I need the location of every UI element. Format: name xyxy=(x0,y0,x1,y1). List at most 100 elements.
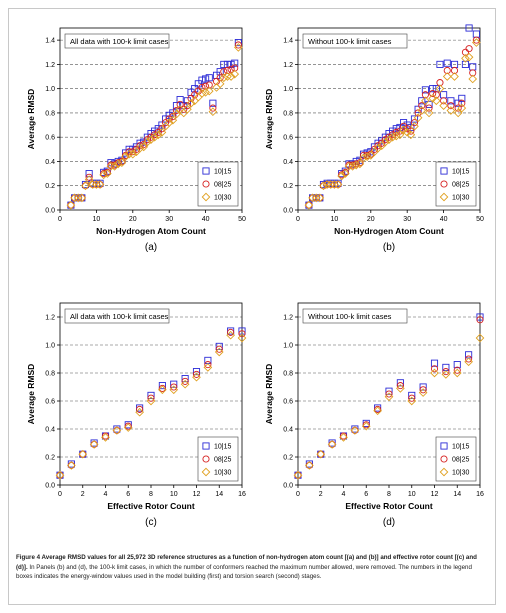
data-point xyxy=(351,426,359,434)
data-point xyxy=(198,76,206,84)
y-axis-title: Average RMSD xyxy=(264,364,274,425)
legend: 10|15 08|25 10|30 xyxy=(435,436,477,482)
data-point xyxy=(385,133,393,141)
data-point xyxy=(442,72,452,81)
data-point xyxy=(214,347,224,357)
x-tick-label: 50 xyxy=(476,216,484,223)
y-tick-label: 1.4 xyxy=(45,38,55,45)
data-point xyxy=(223,72,232,81)
data-point xyxy=(162,115,170,123)
y-tick-label: 0.6 xyxy=(45,135,55,142)
data-point xyxy=(337,171,347,181)
data-point xyxy=(180,379,190,389)
data-point xyxy=(81,181,90,191)
data-point xyxy=(327,440,337,449)
data-point xyxy=(113,426,121,434)
y-tick-label: 1.2 xyxy=(283,315,293,322)
data-point xyxy=(406,130,416,140)
data-point xyxy=(215,79,225,89)
data-point xyxy=(431,96,441,106)
y-tick-label: 0.8 xyxy=(283,110,293,117)
data-point xyxy=(154,128,162,136)
data-point xyxy=(85,170,93,178)
legend-label: 10|30 xyxy=(214,470,231,477)
legend-label: 08|25 xyxy=(452,457,469,464)
x-tick-label: 40 xyxy=(440,216,448,223)
data-point xyxy=(465,24,473,32)
data-point xyxy=(384,392,394,402)
data-point xyxy=(99,170,109,180)
data-point xyxy=(215,345,223,353)
x-tick-label: 4 xyxy=(342,491,346,498)
data-point xyxy=(176,100,184,108)
data-point xyxy=(85,173,93,181)
panel-note-box xyxy=(302,308,408,324)
data-point xyxy=(465,355,473,363)
data-point xyxy=(373,143,383,153)
data-point xyxy=(472,30,480,38)
legend-label: 10|30 xyxy=(452,470,469,477)
data-point xyxy=(305,201,313,209)
data-point xyxy=(219,73,229,83)
data-point xyxy=(204,86,214,96)
data-point xyxy=(339,433,348,442)
legend-box xyxy=(435,436,477,482)
panel-note-text: All data with 100-k limit cases xyxy=(70,312,169,321)
data-point xyxy=(407,396,417,406)
data-point xyxy=(315,193,325,203)
x-axis-title: Non-Hydrogen Atom Count xyxy=(96,226,206,236)
data-point xyxy=(170,383,178,391)
data-point xyxy=(395,130,405,140)
data-point xyxy=(436,79,444,87)
data-point xyxy=(123,423,133,432)
series-10|30 xyxy=(66,43,243,210)
data-point xyxy=(169,385,179,395)
data-point xyxy=(92,180,101,189)
data-point xyxy=(472,36,480,44)
legend-marker xyxy=(439,192,449,202)
data-point xyxy=(381,136,389,144)
panel-note-box xyxy=(302,33,408,49)
data-point xyxy=(417,106,427,115)
y-tick-label: 0.4 xyxy=(283,159,293,166)
data-point xyxy=(453,361,461,369)
data-point xyxy=(101,432,110,440)
data-point xyxy=(465,45,473,53)
panel-label: (c) xyxy=(145,517,157,528)
data-point xyxy=(231,59,239,67)
data-point xyxy=(443,59,451,67)
data-point xyxy=(132,145,140,153)
data-point xyxy=(362,419,370,427)
data-point xyxy=(410,115,419,123)
data-point xyxy=(370,143,378,151)
data-point xyxy=(468,74,478,84)
x-tick-label: 8 xyxy=(149,491,153,498)
x-tick-label: 40 xyxy=(202,216,210,223)
data-point xyxy=(230,69,240,79)
series-10|30 xyxy=(293,333,485,480)
data-point xyxy=(396,379,404,387)
data-point xyxy=(234,43,243,52)
data-point xyxy=(157,128,167,137)
panel-note-text: Without 100-k limit cases xyxy=(308,37,392,46)
data-point xyxy=(237,333,247,343)
data-point xyxy=(136,405,144,413)
data-point xyxy=(408,391,416,399)
data-point xyxy=(181,377,189,385)
data-point xyxy=(430,365,439,373)
caption-title: Figure 4 Average RMSD values for all 25,… xyxy=(16,554,477,571)
data-point xyxy=(78,449,88,459)
data-point xyxy=(378,137,386,145)
panel-note-text: All data with 100-k limit cases xyxy=(70,37,169,46)
data-point xyxy=(124,421,132,429)
data-point xyxy=(442,368,450,376)
data-point xyxy=(408,394,416,402)
data-point xyxy=(389,127,397,135)
data-point xyxy=(135,407,144,417)
data-point xyxy=(328,440,336,448)
data-point xyxy=(84,175,94,185)
data-point xyxy=(333,180,343,189)
data-point xyxy=(450,72,459,81)
y-axis-title: Average RMSD xyxy=(26,364,36,425)
data-point xyxy=(430,368,439,378)
